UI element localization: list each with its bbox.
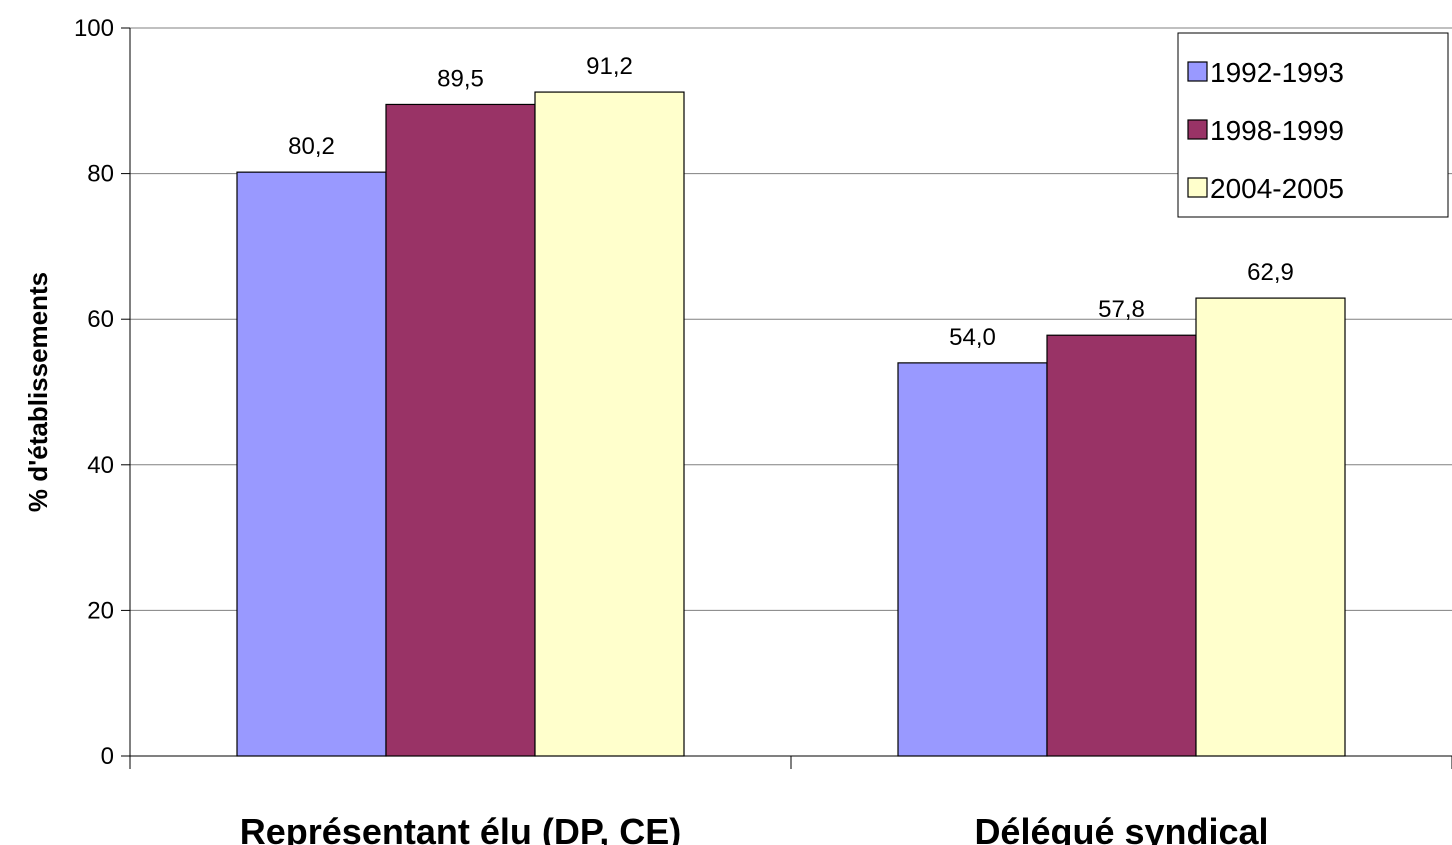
y-tick-label: 80 bbox=[87, 161, 114, 188]
legend: 1992-1993 1998-1999 2004-2005 bbox=[1177, 32, 1449, 218]
category-label: Représentant élu (DP, CE) bbox=[240, 811, 681, 845]
legend-label: 1998-1999 bbox=[1210, 115, 1344, 146]
bar bbox=[534, 91, 685, 757]
legend-box bbox=[1177, 32, 1449, 218]
legend-label: 2004-2005 bbox=[1210, 173, 1344, 204]
bar bbox=[236, 171, 387, 757]
data-label: 89,5 bbox=[437, 65, 484, 92]
data-label: 80,2 bbox=[288, 133, 335, 160]
category-label: Délégué syndical bbox=[974, 811, 1268, 845]
legend-label: 1992-1993 bbox=[1210, 57, 1344, 88]
data-label: 91,2 bbox=[586, 53, 633, 80]
y-tick-label: 40 bbox=[87, 452, 114, 479]
bar bbox=[1195, 297, 1346, 757]
y-tick-label: 100 bbox=[74, 15, 114, 42]
bar bbox=[1046, 334, 1197, 757]
legend-swatch bbox=[1187, 177, 1208, 198]
bar bbox=[385, 103, 536, 757]
legend-swatch bbox=[1187, 61, 1208, 82]
y-tick-label: 0 bbox=[101, 743, 114, 770]
y-tick-label: 20 bbox=[87, 597, 114, 624]
bar bbox=[897, 362, 1048, 757]
data-label: 54,0 bbox=[949, 324, 996, 351]
legend-swatch bbox=[1187, 119, 1208, 140]
x-axis bbox=[129, 755, 1452, 769]
bars bbox=[236, 91, 1346, 757]
data-label: 62,9 bbox=[1247, 259, 1294, 286]
data-label: 57,8 bbox=[1098, 296, 1145, 323]
category-labels: Représentant élu (DP, CE) Délégué syndica… bbox=[240, 811, 1269, 845]
y-axis-title: % d'établissements bbox=[23, 272, 53, 512]
y-tick-label: 60 bbox=[87, 306, 114, 333]
y-axis: 0 20 40 60 80 100 bbox=[74, 15, 131, 770]
data-labels: 80,2 89,5 91,2 54,0 57,8 62,9 bbox=[288, 53, 1294, 351]
